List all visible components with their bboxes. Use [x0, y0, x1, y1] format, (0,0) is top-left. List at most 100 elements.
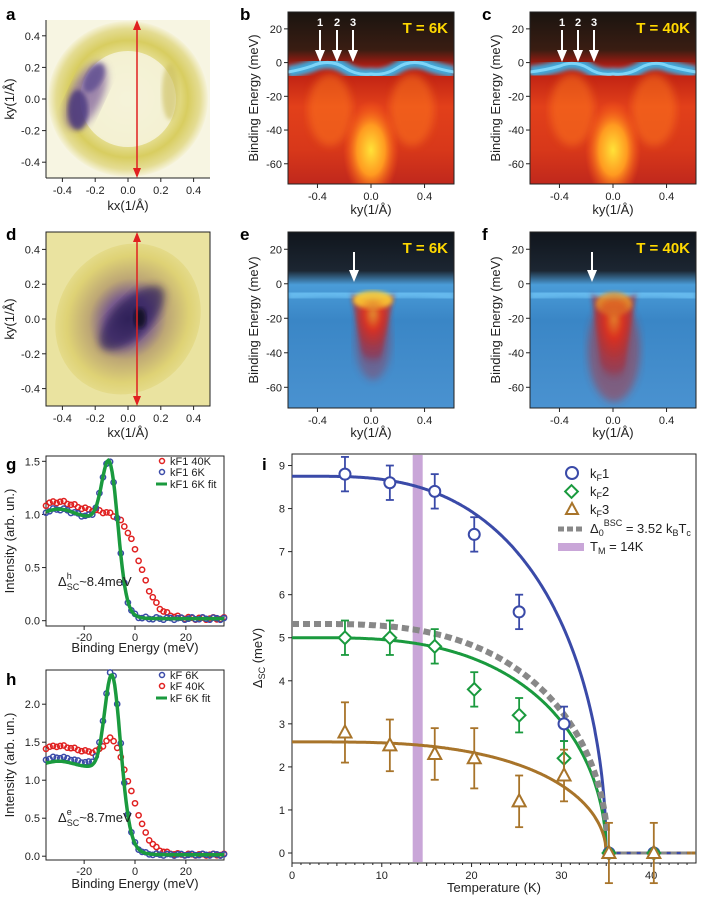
panel-h-ytick-label: 0.5: [25, 813, 40, 825]
panel-i-xtick-label: 20: [465, 870, 477, 882]
point-kF3: [555, 766, 573, 782]
panel-c-ytick-label: 0: [518, 58, 524, 70]
panel-label-e: e: [240, 225, 249, 244]
point-kF1: [557, 717, 571, 731]
point-kF3: [426, 744, 443, 760]
panel-i-x-label: Temperature (K): [447, 880, 541, 895]
panel-g-data-point: [56, 498, 64, 506]
panel-d-xtick-label: 0.0: [120, 413, 135, 425]
panel-i-ytick-label: 5: [279, 633, 285, 645]
panel-a-fermi-surface: a -0.4 -0.2 0.0 0.2 0.4 0.4 0.2 0.0 -0.2 -0.4 kx…: [2, 5, 210, 213]
point-kF3: [381, 736, 399, 752]
panel-e-y-ticks: 20 0 -20 -40 -60: [266, 244, 288, 394]
panel-i-ytick-label: 4: [279, 676, 285, 688]
panel-h-ytick-label: 0.0: [25, 851, 40, 863]
panel-g-legend: kF1 40K kF1 6K kF1 6K fit: [156, 456, 216, 491]
panel-d-x-ticks: -0.4 -0.2 0.0 0.2 0.4: [53, 406, 201, 425]
panel-b-ytick-label: -60: [266, 159, 282, 171]
panel-e-ytick-label: -40: [266, 348, 282, 360]
fit-curve-kf2: [292, 636, 696, 855]
panel-g-ytick-label: 1.0: [25, 509, 40, 521]
panel-i-ytick-label: 3: [279, 719, 285, 731]
panel-label-d: d: [6, 225, 16, 244]
fit-curve-kf3: [292, 740, 696, 855]
panel-label-g: g: [6, 455, 16, 474]
panel-g-edc: g -20 0 20 1.5 1.0 0.5 0.0 kF1 40K kF1 6K kF1 …: [2, 455, 228, 655]
panel-f-arpes-40k: f T = 40K -0.4 0.0 0.4 20 0 -20 -40 -60 ky(1/Å…: [482, 225, 697, 440]
panel-a-ytick-label: -0.4: [21, 157, 40, 169]
panel-h-data-point: [138, 820, 146, 828]
panel-a-ytick-label: -0.2: [21, 126, 40, 138]
panel-h-data-point: [78, 747, 85, 755]
panel-c-ytick-label: -40: [508, 125, 524, 137]
panel-label-c: c: [482, 5, 491, 24]
panel-e-ytick-label: 0: [276, 279, 282, 291]
panel-i-ytick-label: 7: [279, 547, 285, 559]
panel-d-ytick-label: -0.4: [21, 384, 40, 396]
panel-a-x-ticks: -0.4 -0.2 0.0 0.2 0.4: [53, 178, 201, 197]
panel-h-ticks: -20 0 20 2.0 1.5 1.0 0.5 0.0: [25, 699, 192, 878]
point-kF3: [510, 792, 528, 808]
panel-h-ytick-label: 2.0: [25, 699, 40, 711]
panel-e-xtick-label: 0.4: [417, 415, 432, 427]
panel-h-data-point: [49, 753, 57, 761]
panel-f-xtick-label: -0.4: [550, 415, 569, 427]
panel-a-xtick-label: 0.0: [120, 185, 135, 197]
panel-i-ytick-label: 6: [279, 590, 285, 602]
panel-g-data-point: [46, 499, 53, 507]
panel-h-legend-1: kF 6K: [170, 670, 199, 682]
panel-h-data-point: [53, 743, 61, 751]
panel-a-x-label: kx(1/Å): [107, 198, 148, 213]
panel-b-arpes-6k: b 1 2 3 T = 6K -0.4 0.0 0.4 20 0 -20 -40 -60 k…: [240, 5, 455, 217]
panel-f-y-label: Binding Energy (meV): [488, 256, 503, 383]
panel-h-data-point: [103, 737, 110, 745]
panel-a-xtick-label: 0.4: [186, 185, 201, 197]
panel-c-xtick-label: 0.0: [605, 191, 620, 203]
panel-b-y-ticks: 20 0 -20 -40 -60: [266, 24, 288, 171]
panel-h-edc: h -20 0 20 2.0 1.5 1.0 0.5 0.0 kF 6K kF 40K kF …: [2, 669, 228, 891]
panel-i-xtick-label: 10: [376, 870, 388, 882]
panel-g-curves: [42, 458, 228, 624]
panel-g-xtick-label: -20: [76, 632, 92, 644]
panel-i-plot: [292, 455, 696, 885]
panel-i-ytick-label: 1: [279, 805, 285, 817]
panel-h-xtick-label: 0: [132, 866, 138, 878]
panel-b-x-ticks: -0.4 0.0 0.4: [308, 184, 432, 203]
panel-b-arrow-3: 3: [350, 17, 356, 29]
panel-c-xtick-label: -0.4: [550, 191, 569, 203]
panel-h-curves: [42, 669, 228, 859]
panel-g-data-point: [106, 509, 114, 517]
panel-h-gap-label: Δe SC~8.7meV: [58, 807, 132, 828]
panel-g-y-label: Intensity (arb. un.): [2, 489, 17, 594]
panel-e-arrow: [349, 252, 359, 282]
panel-label-h: h: [6, 670, 16, 689]
panel-h-data-point: [49, 742, 57, 750]
panel-e-x-ticks: -0.4 0.0 0.4: [308, 408, 432, 427]
point-kF1: [467, 527, 481, 541]
panel-d-xtick-label: -0.2: [86, 413, 105, 425]
panel-d-y-ticks: 0.4 0.2 0.0 -0.2 -0.4: [21, 244, 46, 396]
panel-e-y-label: Binding Energy (meV): [246, 256, 261, 383]
panel-d-xtick-label: 0.4: [186, 413, 201, 425]
panel-g-data-point: [160, 608, 167, 615]
panel-h-legend-3: kF 6K fit: [170, 693, 210, 705]
panel-g-gap-label: Δh SC~8.4meV: [58, 571, 132, 592]
panel-g-data-point: [81, 504, 89, 512]
panel-f-ytick-label: -20: [508, 313, 524, 325]
panel-h-data-point: [60, 753, 68, 761]
panel-h-fit-line: [45, 673, 224, 857]
panel-a-ytick-label: 0.4: [25, 31, 40, 43]
panel-a-xtick-label: -0.4: [53, 185, 72, 197]
point-kF2: [426, 638, 443, 655]
panel-a-y-ticks: 0.4 0.2 0.0 -0.2 -0.4: [21, 31, 46, 169]
panel-g-data-point: [120, 523, 128, 530]
point-kF1: [338, 467, 352, 481]
panel-i-ytick-label: 9: [279, 461, 285, 473]
panel-c-y-ticks: 20 0 -20 -40 -60: [508, 24, 530, 171]
panel-d-xtick-label: -0.4: [53, 413, 72, 425]
panel-h-ytick-label: 1.5: [25, 737, 40, 749]
panel-g-data-point: [49, 498, 57, 505]
point-kF3: [466, 749, 483, 765]
